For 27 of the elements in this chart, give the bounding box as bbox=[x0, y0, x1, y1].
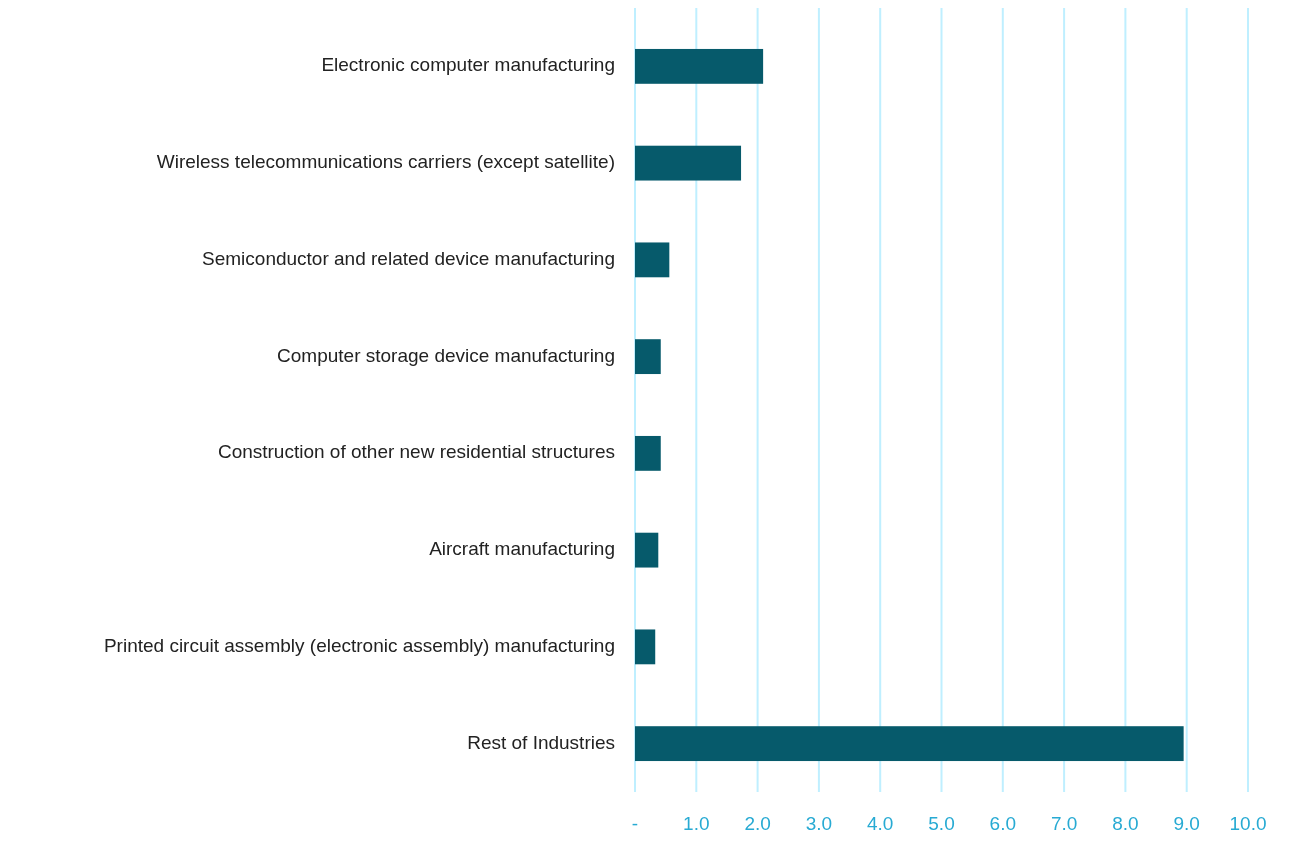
x-tick-label: 2.0 bbox=[744, 813, 771, 834]
bar bbox=[635, 48, 764, 84]
bar bbox=[635, 726, 1184, 762]
x-tick-label: 6.0 bbox=[989, 813, 1017, 834]
bar bbox=[635, 532, 659, 568]
x-tick-label: 5.0 bbox=[928, 813, 955, 834]
bar bbox=[635, 339, 661, 375]
x-tick-label: 4.0 bbox=[866, 813, 894, 834]
y-tick-label: Electronic computer manufacturing bbox=[321, 54, 615, 76]
x-tick-label: 7.0 bbox=[1050, 813, 1078, 834]
y-tick-label: Construction of other new residential structures bbox=[217, 441, 615, 463]
y-tick-label: Wireless telecommunications carriers (except satellite) bbox=[156, 151, 615, 173]
x-tick-label: 1.0 bbox=[683, 813, 710, 834]
y-tick-label: Semiconductor and related device manufacturing bbox=[202, 247, 615, 269]
x-tick-label: 10.0 bbox=[1229, 813, 1267, 834]
y-tick-label: Rest of Industries bbox=[467, 731, 615, 753]
bar bbox=[635, 629, 656, 665]
y-tick-label: Computer storage device manufacturing bbox=[277, 344, 615, 366]
x-tick-label: 3.0 bbox=[805, 813, 833, 834]
x-tick-label: 9.0 bbox=[1173, 813, 1200, 834]
x-tick-label: 8.0 bbox=[1112, 813, 1139, 834]
x-tick-label: - bbox=[631, 813, 639, 834]
bar bbox=[635, 435, 661, 471]
bar bbox=[635, 145, 742, 181]
bar bbox=[635, 242, 670, 278]
y-tick-label: Printed circuit assembly (electronic assembly) manufacturing bbox=[103, 634, 615, 656]
y-tick-label: Aircraft manufacturing bbox=[429, 538, 615, 560]
